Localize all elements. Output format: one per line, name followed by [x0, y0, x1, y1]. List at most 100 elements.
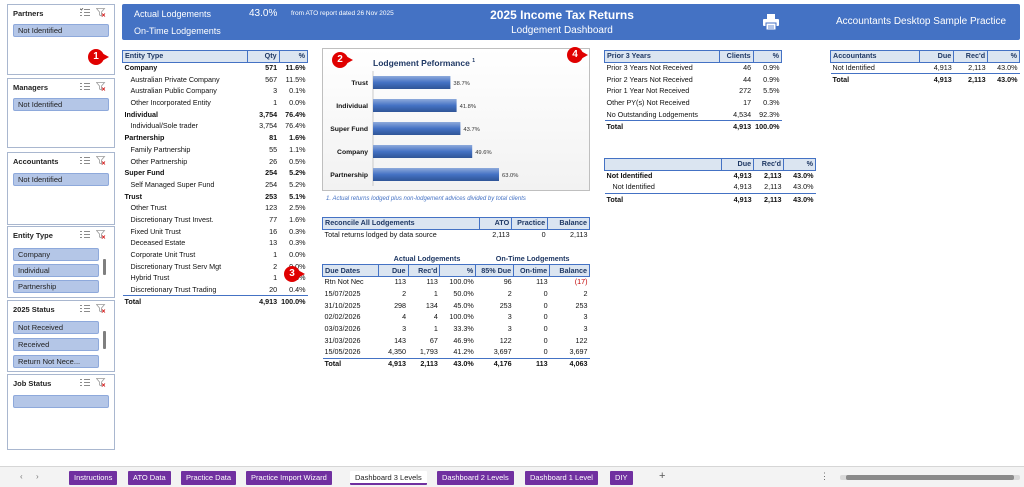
- slicer-item[interactable]: Not Identified: [13, 98, 109, 111]
- tab-dashboard-3-levels[interactable]: Dashboard 3 Levels: [350, 471, 427, 485]
- entity-label: Discretionary Trust Serv Mgt: [130, 261, 222, 271]
- multi-select-icon[interactable]: [80, 378, 90, 387]
- clear-filter-icon[interactable]: [96, 82, 106, 91]
- slicer-item[interactable]: Not Received: [13, 321, 99, 334]
- table-row: Not Identified 4,913 2,113 43.0%: [605, 182, 816, 194]
- tab-practice-data[interactable]: Practice Data: [181, 471, 237, 485]
- table-row: Self Managed Super Fund 254 5.2%: [123, 179, 308, 191]
- due-due-85: 3,697: [493, 347, 512, 357]
- data-label: 43.7%: [463, 127, 479, 133]
- slicer-item[interactable]: Partnership: [13, 280, 99, 293]
- col-practice: Practice: [511, 217, 549, 230]
- entity-qty: 77: [269, 214, 278, 224]
- table-row: No Outstanding Lodgements 4,534 92.3%: [605, 109, 782, 121]
- data-label: 41.8%: [460, 104, 476, 110]
- prior-total-clients: 4,913: [719, 120, 754, 133]
- partner-label: Not Identified: [612, 182, 655, 192]
- entity-pct: 1.6%: [289, 214, 306, 224]
- table-row: 15/05/2026 4,350 1,793 41.2% 3,697 0 3,697: [323, 347, 590, 359]
- slicer-title: Entity Type: [13, 231, 53, 240]
- multi-select-icon[interactable]: [80, 156, 90, 165]
- printer-icon[interactable]: [762, 13, 780, 31]
- entity-label: Partnership: [124, 133, 165, 143]
- clear-filter-icon[interactable]: [96, 230, 106, 239]
- table-row: 03/03/2026 3 1 33.3% 3 0 3: [323, 323, 590, 335]
- entity-qty: 3,754: [259, 109, 278, 119]
- entity-pct: 5.2%: [289, 179, 306, 189]
- table-row: Discretionary Trust Trading 20 0.4%: [123, 284, 308, 296]
- table-row: Discretionary Trust Invest. 77 1.6%: [123, 214, 308, 226]
- slicer-item[interactable]: Company: [13, 248, 99, 261]
- partner-recd: 2,113: [763, 171, 782, 181]
- next-sheet-icon[interactable]: ›: [36, 472, 39, 481]
- due-due-date: 03/03/2026: [324, 323, 361, 333]
- table-row: Company 571 11.6%: [123, 62, 308, 74]
- slicer-item[interactable]: Not Identified: [13, 173, 109, 186]
- multi-select-icon[interactable]: [80, 8, 90, 17]
- actual-lodgements-pct: 43.0%: [249, 8, 278, 19]
- tab-dashboard-1-level[interactable]: Dashboard 1 Level: [525, 471, 598, 485]
- due-total-recd: 2,113: [408, 357, 440, 370]
- due-total-balance: 4,063: [549, 357, 590, 370]
- table-row: Not Identified 4,913 2,113 43.0%: [831, 62, 1020, 74]
- multi-select-icon[interactable]: [80, 304, 90, 313]
- entity-label: Australian Private Company: [130, 74, 220, 84]
- entity-label: Total: [122, 295, 248, 308]
- entity-label: Other Partnership: [130, 156, 188, 166]
- reconcile-label: Total returns lodged by data source: [324, 230, 437, 240]
- entity-pct: 2.5%: [289, 203, 306, 213]
- category-label: Company: [337, 149, 368, 156]
- tab-dashboard-2-levels[interactable]: Dashboard 2 Levels: [437, 471, 514, 485]
- multi-select-icon[interactable]: [80, 230, 90, 239]
- table-row: Individual/Sole trader 3,754 76.4%: [123, 121, 308, 133]
- slicer-item[interactable]: [13, 395, 109, 408]
- col-pct: %: [278, 50, 309, 63]
- tab-diy[interactable]: DIY: [610, 471, 633, 485]
- clear-filter-icon[interactable]: [96, 378, 106, 387]
- due-due: 4: [402, 312, 407, 322]
- entity-label: Trust: [124, 191, 143, 201]
- slicer-scrollbar[interactable]: [103, 331, 106, 349]
- header-banner: Actual Lodgements On-Time Lodgements 43.…: [122, 4, 1020, 40]
- entity-type-slicer: Entity Type Company Individual Partnersh…: [7, 226, 115, 298]
- accountant-due: 4,913: [933, 63, 952, 73]
- entity-qty: 123: [265, 203, 278, 213]
- slicer-item[interactable]: Return Not Nece...: [13, 355, 99, 368]
- entity-qty: 1: [273, 98, 278, 108]
- bar-company: [373, 145, 473, 158]
- accountant-recd: 2,113: [968, 63, 986, 73]
- tab-ato-data[interactable]: ATO Data: [128, 471, 171, 485]
- clear-filter-icon[interactable]: [96, 304, 106, 313]
- due-balance: 3: [583, 323, 588, 333]
- col-entity-type: Entity Type: [122, 50, 248, 63]
- chart-footnote: 1. Actual returns lodged plus non-lodgem…: [326, 196, 526, 202]
- prev-sheet-icon[interactable]: ‹: [20, 472, 23, 481]
- add-sheet-button[interactable]: +: [659, 470, 666, 482]
- table-row: Trust 253 5.1%: [123, 191, 308, 203]
- table-row: 15/07/2025 2 1 50.0% 2 0 2: [323, 288, 590, 300]
- tab-practice-import-wizard[interactable]: Practice Import Wizard: [246, 471, 332, 485]
- horizontal-scrollbar[interactable]: [840, 475, 1020, 480]
- table-row: Total 4,913 2,113 43.0% 4,176 113 4,063: [322, 357, 590, 370]
- due-ontime: 0: [543, 323, 548, 333]
- multi-select-icon[interactable]: [80, 82, 90, 91]
- more-options-icon[interactable]: ⋮: [820, 471, 829, 481]
- prior-clients: 44: [743, 74, 752, 84]
- clear-filter-icon[interactable]: [96, 156, 106, 165]
- slicer-item[interactable]: Received: [13, 338, 99, 351]
- prior-label: Prior 3 Years Not Received: [606, 63, 693, 73]
- group-actual-lodgements: Actual Lodgements: [378, 253, 476, 266]
- slicer-item[interactable]: Not Identified: [13, 24, 109, 37]
- due-recd: 1,793: [419, 347, 438, 357]
- partner-total-recd: 2,113: [753, 193, 784, 206]
- slicer-scrollbar[interactable]: [103, 259, 106, 275]
- entity-label: Discretionary Trust Invest.: [130, 214, 214, 224]
- scrollbar-thumb[interactable]: [846, 475, 1014, 480]
- clear-filter-icon[interactable]: [96, 8, 106, 17]
- slicer-item[interactable]: Individual: [13, 264, 99, 277]
- tab-instructions[interactable]: Instructions: [69, 471, 118, 485]
- group-ontime-lodgements: On-Time Lodgements: [475, 253, 590, 266]
- entity-label: Individual: [124, 109, 159, 119]
- entity-qty: 4,913: [247, 295, 280, 308]
- entity-label: Self Managed Super Fund: [130, 179, 215, 189]
